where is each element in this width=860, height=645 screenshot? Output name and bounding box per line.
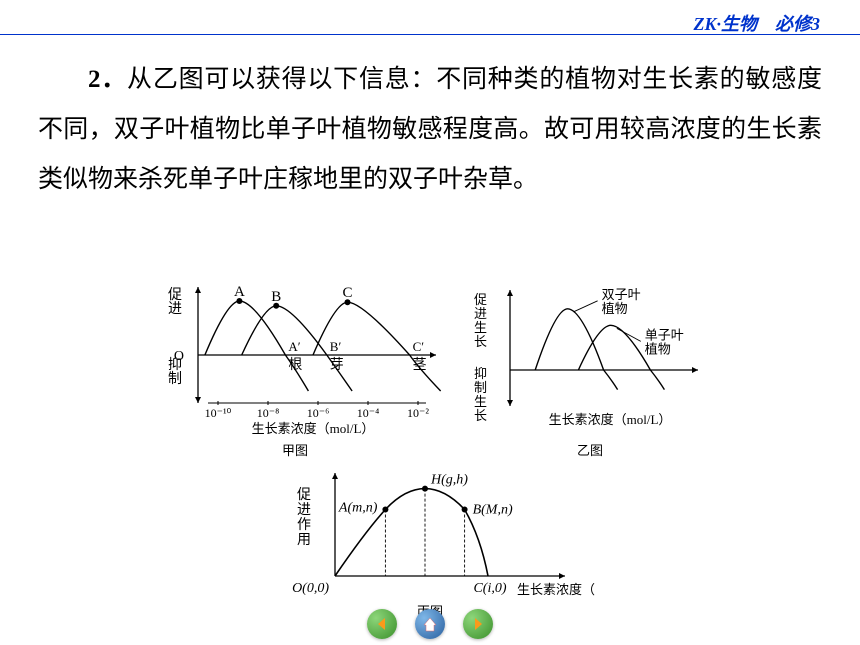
svg-text:C′: C′ — [413, 339, 425, 354]
svg-text:O: O — [174, 349, 184, 364]
svg-text:根: 根 — [288, 357, 302, 373]
svg-text:10⁻²: 10⁻² — [407, 406, 429, 420]
svg-text:B(M,n): B(M,n) — [473, 503, 513, 518]
svg-text:10⁻¹⁰: 10⁻¹⁰ — [205, 406, 232, 420]
chart-bing: 促进作用生长素浓度（mol/L） O(0,0) A(m,n) H(g,h) B(M,n)… — [265, 461, 595, 620]
svg-text:进: 进 — [474, 306, 487, 321]
svg-text:长: 长 — [474, 334, 487, 349]
svg-text:长: 长 — [474, 408, 487, 423]
home-icon — [421, 615, 439, 633]
paragraph-body: 2．从乙图可以获得以下信息：不同种类的植物对生长素的敏感度不同，双子叶植物比单子… — [38, 55, 822, 205]
svg-text:作: 作 — [297, 517, 311, 533]
svg-text:10⁻⁸: 10⁻⁸ — [257, 406, 280, 420]
paragraph-number: 2． — [88, 66, 127, 93]
svg-text:制: 制 — [474, 380, 487, 395]
chart-jia-caption: 甲图 — [140, 440, 450, 459]
svg-text:10⁻⁶: 10⁻⁶ — [307, 406, 330, 420]
svg-text:促: 促 — [297, 487, 311, 503]
nav-home-button[interactable] — [415, 609, 445, 639]
chart-bing-svg: 促进作用生长素浓度（mol/L） O(0,0) A(m,n) H(g,h) B(M,n)… — [265, 461, 595, 601]
svg-text:植物: 植物 — [645, 341, 671, 356]
nav-back-button[interactable] — [367, 609, 397, 639]
chart-jia: 促进抑制O10⁻¹⁰10⁻⁸10⁻⁶10⁻⁴10⁻²生长素浓度（mol/L）AA… — [140, 270, 450, 459]
header-divider — [0, 34, 860, 35]
back-arrow-icon — [373, 615, 391, 633]
svg-text:植物: 植物 — [602, 301, 628, 316]
svg-text:双子叶: 双子叶 — [602, 287, 641, 302]
page-header: ZK·生物 必修3 — [693, 10, 820, 36]
svg-text:生: 生 — [474, 320, 487, 335]
svg-text:进: 进 — [297, 502, 311, 518]
svg-text:O(0,0): O(0,0) — [292, 581, 329, 596]
paragraph-text: 从乙图可以获得以下信息：不同种类的植物对生长素的敏感度不同，双子叶植物比单子叶植… — [38, 66, 822, 193]
svg-text:生: 生 — [474, 394, 487, 409]
svg-text:A′: A′ — [288, 339, 300, 354]
svg-text:B: B — [271, 289, 281, 305]
svg-text:生长素浓度（mol/L）: 生长素浓度（mol/L） — [252, 421, 375, 436]
svg-text:进: 进 — [168, 301, 182, 317]
svg-text:抑: 抑 — [474, 366, 487, 381]
svg-text:生长素浓度（mol/L）: 生长素浓度（mol/L） — [517, 582, 595, 597]
nav-bar — [367, 609, 493, 639]
chart-jia-svg: 促进抑制O10⁻¹⁰10⁻⁸10⁻⁶10⁻⁴10⁻²生长素浓度（mol/L）AA… — [140, 270, 450, 440]
svg-text:用: 用 — [297, 533, 311, 548]
chart-yi: 促进生长抑制生长生长素浓度（mol/L）双子叶植物单子叶植物 乙图 — [460, 270, 720, 459]
svg-text:促: 促 — [168, 287, 182, 303]
svg-text:A: A — [234, 284, 245, 300]
svg-text:A(m,n): A(m,n) — [338, 501, 378, 516]
svg-text:C(i,0): C(i,0) — [473, 581, 506, 596]
svg-text:茎: 茎 — [413, 357, 427, 373]
chart-yi-caption: 乙图 — [460, 440, 720, 459]
forward-arrow-icon — [469, 615, 487, 633]
chart-yi-svg: 促进生长抑制生长生长素浓度（mol/L）双子叶植物单子叶植物 — [460, 270, 720, 440]
svg-text:C: C — [342, 285, 352, 301]
svg-text:单子叶: 单子叶 — [645, 327, 684, 342]
svg-text:B′: B′ — [330, 339, 342, 354]
svg-text:H(g,h): H(g,h) — [430, 473, 468, 488]
svg-text:制: 制 — [168, 371, 182, 387]
charts-container: 促进抑制O10⁻¹⁰10⁻⁸10⁻⁶10⁻⁴10⁻²生长素浓度（mol/L）AA… — [120, 270, 740, 600]
svg-text:10⁻⁴: 10⁻⁴ — [357, 406, 380, 420]
nav-forward-button[interactable] — [463, 609, 493, 639]
svg-text:促: 促 — [474, 292, 487, 307]
svg-text:生长素浓度（mol/L）: 生长素浓度（mol/L） — [549, 412, 672, 427]
svg-text:芽: 芽 — [330, 357, 344, 373]
